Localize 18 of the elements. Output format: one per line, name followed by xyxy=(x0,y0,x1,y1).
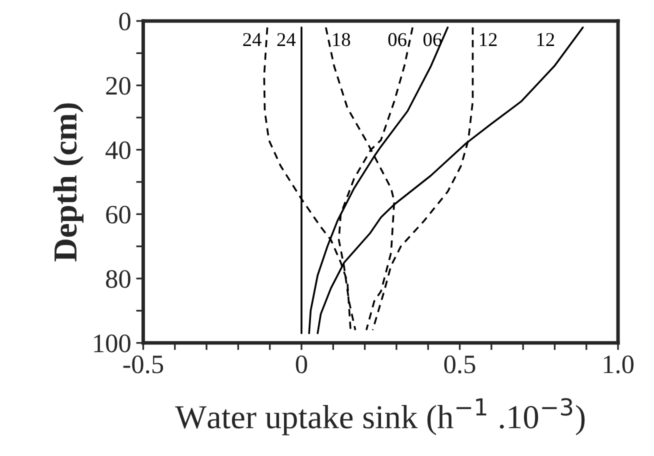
y-tick-label: 40 xyxy=(106,141,130,160)
series-label: 06 xyxy=(388,33,406,46)
series-label: 12 xyxy=(480,33,497,46)
series-label: 24 xyxy=(277,33,296,46)
y-tick-label: 60 xyxy=(106,206,130,224)
x-tick-label: 0.5 xyxy=(444,355,476,374)
series-label: 24 xyxy=(243,33,262,46)
y-tick-label: 0 xyxy=(119,12,130,30)
series-label: 12 xyxy=(537,33,554,46)
y-axis-title: Depth (cm) xyxy=(53,103,84,262)
x-tick-label: -0.5 xyxy=(123,355,164,374)
y-tick-label: 80 xyxy=(106,270,130,288)
y-tick-label: 20 xyxy=(106,76,130,95)
series-label: 18 xyxy=(333,33,350,46)
x-axis-title: Water uptake sink (h$^{−1}$ .10$^{−3}$) xyxy=(175,398,585,436)
y-tick-label: 100 xyxy=(94,334,130,352)
x-tick-label: 1.0 xyxy=(604,355,634,374)
x-tick-label: 0 xyxy=(296,355,308,374)
